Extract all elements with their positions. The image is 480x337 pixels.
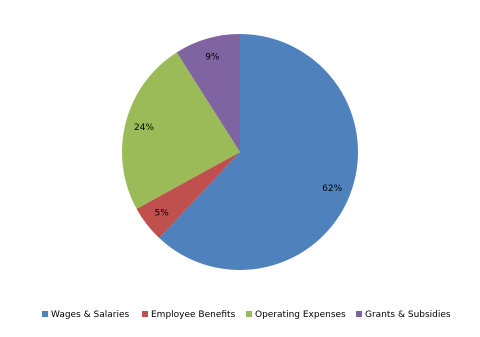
data-label: 62%: [322, 184, 342, 194]
legend-label: Grants & Subsidies: [365, 310, 451, 320]
legend-label: Operating Expenses: [255, 310, 346, 320]
data-label: 5%: [155, 208, 170, 218]
pie-slice: [176, 34, 240, 152]
data-label: 24%: [134, 123, 154, 133]
data-label: 9%: [205, 52, 220, 62]
pie-slice: [136, 152, 240, 239]
legend-label: Wages & Salaries: [51, 310, 129, 320]
legend-swatch: [356, 311, 362, 317]
legend-swatch: [142, 311, 148, 317]
pie-slice: [159, 34, 358, 270]
pie-slice: [121, 52, 240, 209]
legend-swatch: [42, 311, 48, 317]
legend-label: Employee Benefits: [151, 310, 236, 320]
legend-swatch: [246, 311, 252, 317]
